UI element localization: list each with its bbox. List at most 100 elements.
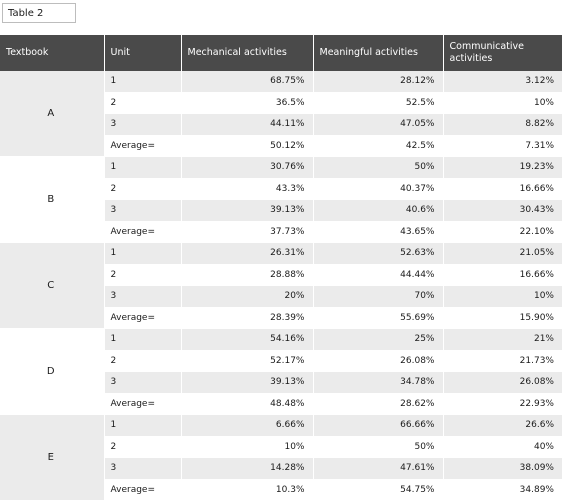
header-row: Textbook Unit Mechanical activities Mean… xyxy=(0,35,562,71)
unit-cell: 2 xyxy=(104,436,182,458)
table-row: A 1 68.75% 28.12% 3.12% xyxy=(0,71,562,157)
table-row: Average= 50.12% 42.5% 7.31% xyxy=(0,135,562,157)
meaningful-cell: 52.63% xyxy=(313,242,444,265)
textbook-label: C xyxy=(0,242,105,329)
mechanical-cell: 28.88% xyxy=(181,264,314,286)
meaningful-cell: 50% xyxy=(313,156,444,179)
communicative-cell: 3.12% xyxy=(443,71,562,93)
unit-cell: 1 xyxy=(104,71,182,93)
textbook-label: A xyxy=(0,71,105,157)
header-mechanical: Mechanical activities xyxy=(181,35,314,71)
mechanical-cell: 39.13% xyxy=(181,199,314,222)
communicative-cell: 10% xyxy=(443,92,562,114)
communicative-cell: 30.43% xyxy=(443,199,562,222)
communicative-cell: 40% xyxy=(443,436,562,458)
communicative-cell: 10% xyxy=(443,285,562,308)
mechanical-cell: 37.73% xyxy=(181,221,314,243)
meaningful-cell: 52.5% xyxy=(313,92,444,114)
unit-cell: 3 xyxy=(104,113,182,136)
meaningful-cell: 26.08% xyxy=(313,350,444,372)
mechanical-cell: 30.76% xyxy=(181,156,314,179)
communicative-cell: 21% xyxy=(443,328,562,351)
communicative-cell: 21.73% xyxy=(443,350,562,372)
unit-cell: 3 xyxy=(104,285,182,308)
communicative-cell: 22.10% xyxy=(443,221,562,243)
communicative-cell: 26.6% xyxy=(443,414,562,437)
header-communicative: Communicative activities xyxy=(443,35,562,71)
textbook-label: B xyxy=(0,156,105,243)
meaningful-cell: 40.6% xyxy=(313,199,444,222)
table-row: 3 39.13% 40.6% 30.43% xyxy=(0,199,562,222)
meaningful-cell: 25% xyxy=(313,328,444,351)
unit-cell: Average= xyxy=(104,307,182,329)
textbook-label: D xyxy=(0,328,105,415)
unit-cell: 3 xyxy=(104,199,182,222)
communicative-cell: 26.08% xyxy=(443,371,562,394)
mechanical-cell: 20% xyxy=(181,285,314,308)
header-textbook: Textbook xyxy=(0,35,105,71)
mechanical-cell: 10.3% xyxy=(181,479,314,501)
mechanical-cell: 52.17% xyxy=(181,350,314,372)
communicative-cell: 21.05% xyxy=(443,242,562,265)
mechanical-cell: 6.66% xyxy=(181,414,314,437)
table-row: 2 36.5% 52.5% 10% xyxy=(0,92,562,114)
mechanical-cell: 48.48% xyxy=(181,393,314,415)
table-row: 2 43.3% 40.37% 16.66% xyxy=(0,178,562,200)
unit-cell: 3 xyxy=(104,371,182,394)
meaningful-cell: 70% xyxy=(313,285,444,308)
communicative-cell: 16.66% xyxy=(443,264,562,286)
unit-cell: 1 xyxy=(104,242,182,265)
meaningful-cell: 66.66% xyxy=(313,414,444,437)
activities-table: Textbook Unit Mechanical activities Mean… xyxy=(0,35,562,501)
communicative-cell: 16.66% xyxy=(443,178,562,200)
mechanical-cell: 68.75% xyxy=(181,71,314,93)
table-caption: Table 2 xyxy=(2,3,76,23)
table-row: Average= 48.48% 28.62% 22.93% xyxy=(0,393,562,415)
mechanical-cell: 54.16% xyxy=(181,328,314,351)
unit-cell: 1 xyxy=(104,156,182,179)
unit-cell: 2 xyxy=(104,350,182,372)
mechanical-cell: 26.31% xyxy=(181,242,314,265)
communicative-cell: 8.82% xyxy=(443,113,562,136)
meaningful-cell: 43.65% xyxy=(313,221,444,243)
communicative-cell: 34.89% xyxy=(443,479,562,501)
meaningful-cell: 55.69% xyxy=(313,307,444,329)
table-row: 3 44.11% 47.05% 8.82% xyxy=(0,113,562,136)
unit-cell: Average= xyxy=(104,393,182,415)
header-meaningful: Meaningful activities xyxy=(313,35,444,71)
table-row: 3 14.28% 47.61% 38.09% xyxy=(0,457,562,480)
meaningful-cell: 47.05% xyxy=(313,113,444,136)
textbook-label: E xyxy=(0,414,105,501)
meaningful-cell: 34.78% xyxy=(313,371,444,394)
header-unit: Unit xyxy=(104,35,182,71)
meaningful-cell: 50% xyxy=(313,436,444,458)
communicative-cell: 15.90% xyxy=(443,307,562,329)
table-row: C 1 26.31% 52.63% 21.05% xyxy=(0,242,562,329)
mechanical-cell: 36.5% xyxy=(181,92,314,114)
communicative-cell: 7.31% xyxy=(443,135,562,157)
table-row: Average= 28.39% 55.69% 15.90% xyxy=(0,307,562,329)
meaningful-cell: 44.44% xyxy=(313,264,444,286)
table-row: 2 10% 50% 40% xyxy=(0,436,562,458)
table-row: E 1 6.66% 66.66% 26.6% xyxy=(0,414,562,501)
unit-cell: 2 xyxy=(104,178,182,200)
unit-cell: Average= xyxy=(104,221,182,243)
mechanical-cell: 50.12% xyxy=(181,135,314,157)
meaningful-cell: 28.62% xyxy=(313,393,444,415)
unit-cell: Average= xyxy=(104,479,182,501)
mechanical-cell: 44.11% xyxy=(181,113,314,136)
mechanical-cell: 39.13% xyxy=(181,371,314,394)
unit-cell: 1 xyxy=(104,414,182,437)
unit-cell: 1 xyxy=(104,328,182,351)
table-row: B 1 30.76% 50% 19.23% xyxy=(0,156,562,243)
table-body: A 1 68.75% 28.12% 3.12% 2 36.5% 52.5% 10% 3 44.11%… xyxy=(0,71,562,501)
table-row: Average= 37.73% 43.65% 22.10% xyxy=(0,221,562,243)
table-row: D 1 54.16% 25% 21% xyxy=(0,328,562,415)
unit-cell: 2 xyxy=(104,92,182,114)
meaningful-cell: 40.37% xyxy=(313,178,444,200)
meaningful-cell: 28.12% xyxy=(313,71,444,93)
mechanical-cell: 10% xyxy=(181,436,314,458)
unit-cell: 3 xyxy=(104,457,182,480)
mechanical-cell: 14.28% xyxy=(181,457,314,480)
table-row: 2 52.17% 26.08% 21.73% xyxy=(0,350,562,372)
